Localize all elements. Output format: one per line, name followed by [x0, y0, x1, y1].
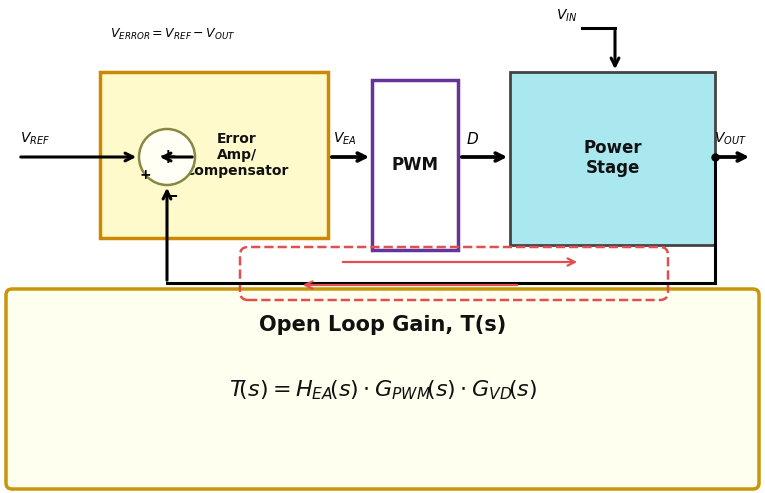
- Text: $D$: $D$: [466, 131, 479, 147]
- Text: $V_{EA}$: $V_{EA}$: [333, 131, 356, 147]
- Text: $+$: $+$: [158, 147, 176, 167]
- FancyBboxPatch shape: [372, 80, 458, 250]
- FancyBboxPatch shape: [100, 72, 328, 238]
- Text: $V_{REF}$: $V_{REF}$: [20, 131, 50, 147]
- Text: PWM: PWM: [392, 156, 438, 174]
- Text: +: +: [139, 168, 151, 182]
- Text: $V_{ERROR}=V_{REF}-V_{OUT}$: $V_{ERROR}=V_{REF}-V_{OUT}$: [110, 27, 236, 42]
- Text: Power
Stage: Power Stage: [583, 139, 642, 177]
- Text: $T\!\left(s\right)=H_{EA}\!\left(s\right)\cdot G_{PWM}\!\left(s\right)\cdot G_{V: $T\!\left(s\right)=H_{EA}\!\left(s\right…: [229, 378, 537, 402]
- Text: −: −: [164, 186, 178, 204]
- Text: $V_{IN}$: $V_{IN}$: [555, 7, 577, 24]
- Text: Error
Amp/
Compensator: Error Amp/ Compensator: [184, 132, 289, 178]
- FancyBboxPatch shape: [510, 72, 715, 245]
- Circle shape: [139, 129, 195, 185]
- Text: Open Loop Gain, T(s): Open Loop Gain, T(s): [259, 315, 506, 335]
- FancyBboxPatch shape: [6, 289, 759, 489]
- Text: $V_{OUT}$: $V_{OUT}$: [715, 131, 747, 147]
